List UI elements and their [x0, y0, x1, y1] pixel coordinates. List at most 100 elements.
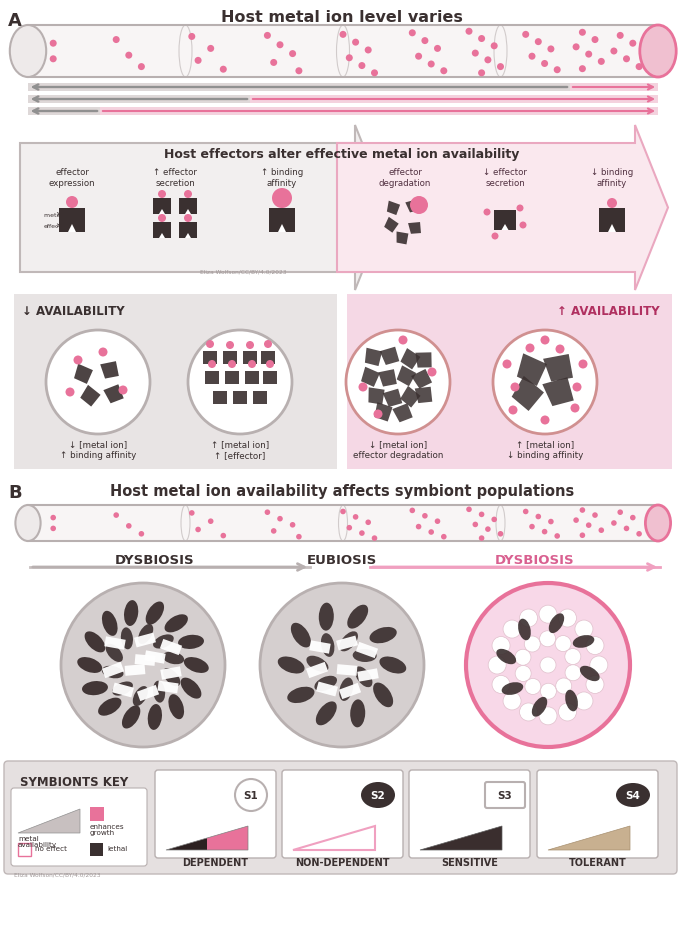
Text: metal ion: metal ion	[44, 213, 74, 217]
Ellipse shape	[645, 506, 671, 541]
Bar	[245, 371, 259, 384]
Ellipse shape	[184, 657, 209, 673]
FancyBboxPatch shape	[409, 770, 530, 858]
Circle shape	[296, 535, 301, 540]
Circle shape	[515, 665, 531, 682]
Circle shape	[272, 188, 292, 209]
Circle shape	[479, 535, 484, 541]
Circle shape	[51, 526, 56, 532]
Circle shape	[492, 637, 510, 655]
Circle shape	[611, 521, 616, 526]
Text: Eliza Wolfson/CC/BY/4.0/2023: Eliza Wolfson/CC/BY/4.0/2023	[200, 269, 286, 274]
Ellipse shape	[314, 677, 337, 691]
Circle shape	[539, 605, 557, 624]
Polygon shape	[134, 633, 156, 648]
Polygon shape	[160, 666, 182, 680]
Bar	[253, 391, 267, 404]
Circle shape	[114, 513, 119, 519]
Circle shape	[184, 191, 192, 199]
Circle shape	[359, 531, 364, 536]
Polygon shape	[20, 126, 388, 290]
Polygon shape	[158, 681, 179, 693]
Circle shape	[466, 584, 630, 747]
Circle shape	[352, 40, 359, 46]
Circle shape	[73, 356, 82, 365]
Ellipse shape	[287, 687, 314, 703]
Circle shape	[277, 516, 283, 522]
Ellipse shape	[321, 634, 334, 657]
Circle shape	[208, 361, 216, 368]
Ellipse shape	[501, 682, 523, 695]
Circle shape	[586, 676, 604, 694]
Circle shape	[575, 621, 593, 638]
Bar	[179, 199, 197, 214]
Bar	[250, 96, 658, 104]
Polygon shape	[160, 639, 182, 655]
Polygon shape	[80, 385, 101, 407]
Circle shape	[126, 523, 132, 529]
Circle shape	[630, 515, 636, 521]
Polygon shape	[336, 636, 358, 651]
Circle shape	[586, 522, 592, 528]
Ellipse shape	[616, 783, 650, 807]
Circle shape	[536, 514, 541, 520]
Circle shape	[493, 330, 597, 434]
Circle shape	[524, 637, 540, 652]
Bar	[90, 844, 103, 856]
Polygon shape	[378, 369, 397, 387]
Circle shape	[119, 386, 127, 395]
Polygon shape	[548, 826, 630, 850]
Circle shape	[503, 360, 512, 369]
Ellipse shape	[10, 26, 46, 78]
Circle shape	[358, 383, 367, 392]
Ellipse shape	[319, 603, 334, 631]
Circle shape	[195, 527, 201, 533]
Circle shape	[422, 513, 427, 519]
Circle shape	[478, 71, 485, 77]
Circle shape	[616, 32, 624, 40]
Polygon shape	[375, 403, 393, 422]
Circle shape	[510, 383, 519, 392]
Circle shape	[579, 66, 586, 73]
Circle shape	[372, 535, 377, 541]
Circle shape	[248, 361, 256, 368]
Circle shape	[548, 519, 553, 525]
Ellipse shape	[133, 687, 148, 706]
Circle shape	[522, 32, 530, 39]
Ellipse shape	[122, 705, 140, 728]
Circle shape	[220, 67, 227, 73]
Circle shape	[50, 41, 57, 47]
Circle shape	[490, 44, 498, 50]
Ellipse shape	[82, 681, 108, 695]
Ellipse shape	[121, 627, 133, 650]
Text: ↓ binding
affinity: ↓ binding affinity	[591, 168, 633, 187]
Circle shape	[113, 37, 120, 44]
Circle shape	[558, 610, 577, 627]
Circle shape	[540, 631, 556, 647]
Polygon shape	[420, 826, 502, 850]
Circle shape	[410, 197, 428, 214]
Circle shape	[556, 345, 564, 354]
Circle shape	[195, 58, 201, 65]
FancyBboxPatch shape	[485, 782, 525, 808]
Ellipse shape	[573, 636, 595, 648]
Polygon shape	[185, 234, 191, 238]
Circle shape	[516, 205, 523, 213]
Text: effector
degradation: effector degradation	[379, 168, 431, 187]
Circle shape	[340, 509, 346, 515]
Circle shape	[440, 68, 447, 75]
Text: DEPENDENT: DEPENDENT	[182, 857, 249, 867]
Polygon shape	[406, 200, 420, 213]
Circle shape	[188, 330, 292, 434]
Bar	[28, 108, 100, 116]
Circle shape	[358, 63, 365, 70]
Text: ↑ AVAILABILITY: ↑ AVAILABILITY	[558, 304, 660, 317]
Text: SYMBIONTS KEY: SYMBIONTS KEY	[20, 775, 128, 788]
Circle shape	[466, 29, 473, 35]
FancyBboxPatch shape	[282, 770, 403, 858]
Circle shape	[264, 341, 272, 349]
Text: ↑ effector
secretion: ↑ effector secretion	[153, 168, 197, 187]
Circle shape	[125, 53, 132, 59]
Circle shape	[503, 621, 521, 638]
Circle shape	[346, 55, 353, 62]
